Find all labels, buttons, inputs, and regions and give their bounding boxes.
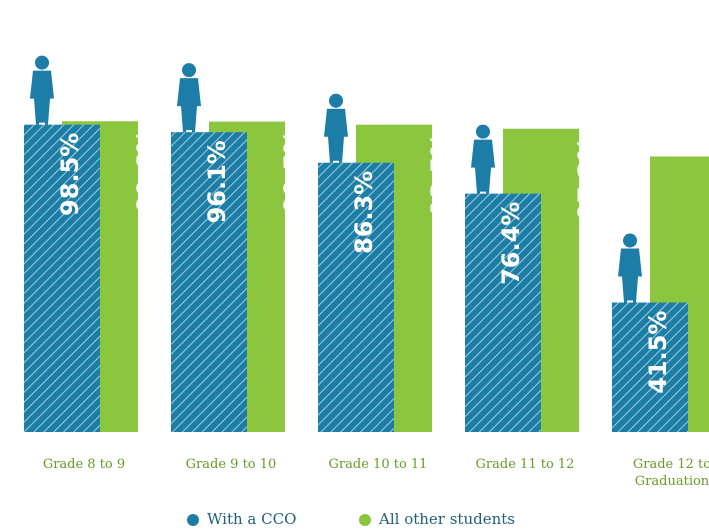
person-icon bbox=[177, 63, 201, 132]
value-label: 96.1% bbox=[203, 140, 231, 223]
value-label: 99.5% bbox=[279, 130, 307, 213]
person-head bbox=[623, 234, 637, 248]
x-tick-label: Grade 8 to 9 bbox=[43, 457, 125, 472]
x-tick-label: Grade 10 to 11 bbox=[329, 457, 428, 472]
legend-label: All other students bbox=[378, 510, 515, 528]
value-label: 86.3% bbox=[350, 171, 378, 254]
person-head bbox=[329, 94, 343, 108]
chart: 99.6% 98.5% Grade 8 to 9 99.5% 96.1% Grade 9 … bbox=[0, 0, 709, 531]
person-body bbox=[471, 140, 495, 194]
person-icon bbox=[324, 94, 348, 163]
person-head bbox=[182, 63, 196, 77]
x-tick-label-line: Graduation bbox=[635, 474, 709, 489]
legend-marker bbox=[359, 514, 371, 526]
x-tick-label: Grade 12 to Graduation bbox=[633, 457, 709, 489]
value-label: 99.6% bbox=[132, 129, 160, 212]
person-icon bbox=[618, 234, 642, 303]
legend-marker bbox=[187, 514, 199, 526]
value-label: 41.5% bbox=[644, 311, 672, 394]
value-label: 76.4% bbox=[497, 202, 525, 285]
person-icon bbox=[471, 125, 495, 194]
page: {"chart_data": {"type": "bar", "categori… bbox=[0, 0, 709, 531]
person-head bbox=[35, 56, 49, 70]
value-label: 98.5% bbox=[56, 133, 84, 216]
person-body bbox=[30, 71, 54, 125]
x-tick-label: Grade 11 to 12 bbox=[476, 457, 575, 472]
x-tick-label-line: Grade 12 to bbox=[633, 457, 709, 472]
value-label: 97.2% bbox=[573, 137, 601, 220]
person-body bbox=[177, 78, 201, 132]
legend-label: With a CCO bbox=[207, 510, 296, 528]
value-label: 98.5% bbox=[426, 133, 454, 216]
person-head bbox=[476, 125, 490, 139]
person-body bbox=[618, 249, 642, 303]
x-tick-label: Grade 9 to 10 bbox=[186, 457, 277, 472]
person-icon bbox=[30, 56, 54, 125]
person-body bbox=[324, 109, 348, 163]
